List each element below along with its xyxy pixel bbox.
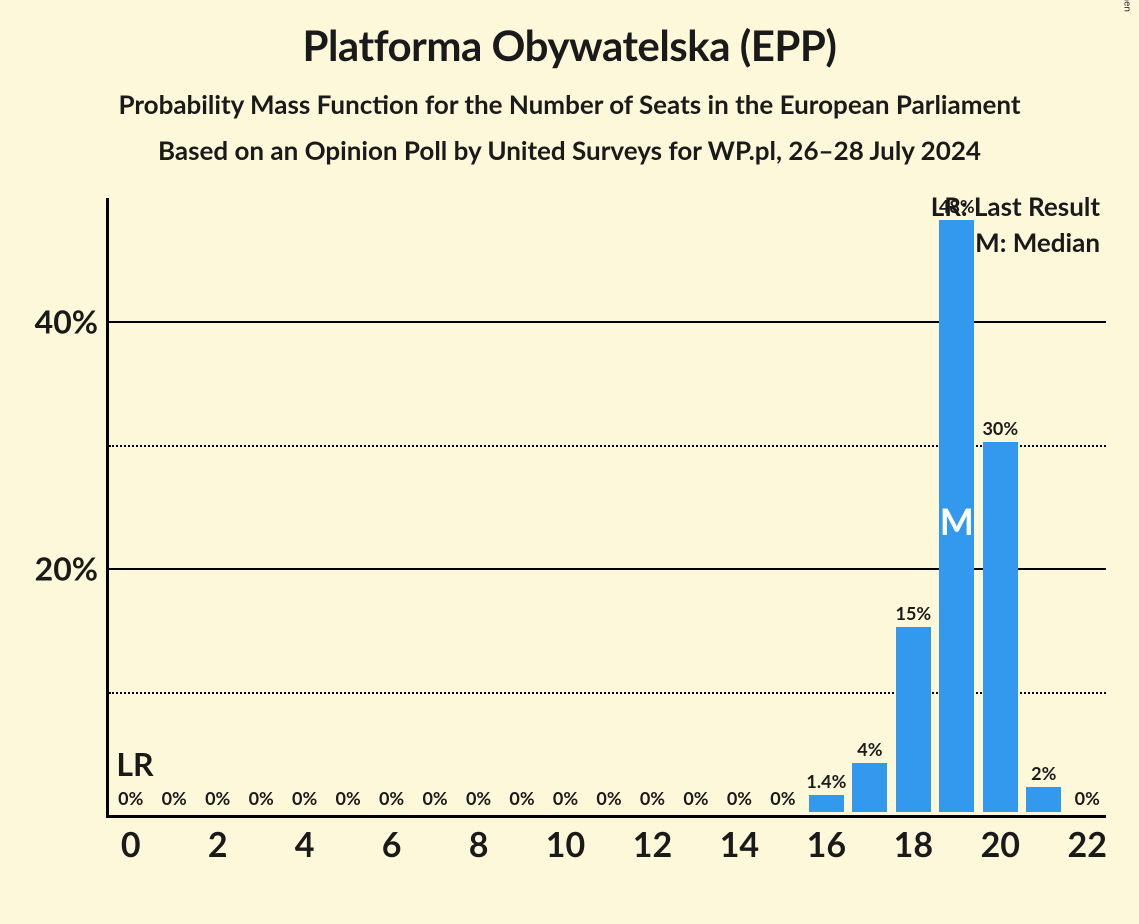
x-axis-label: 10 <box>546 824 585 865</box>
y-axis-label: 40% <box>35 302 98 341</box>
x-axis-label: 8 <box>469 824 489 865</box>
x-axis-label: 2 <box>208 824 228 865</box>
chart-title: Platforma Obywatelska (EPP) <box>0 0 1139 70</box>
bar-value-label: 0% <box>509 787 534 809</box>
bar <box>983 442 1018 812</box>
bar-value-label: 0% <box>770 787 795 809</box>
chart-area: 20%40%0%0%0%0%0%0%0%0%0%0%0%0%0%0%0%0%1.… <box>106 198 1106 818</box>
x-axis-label: 0 <box>121 824 141 865</box>
y-axis-label: 20% <box>35 549 98 588</box>
chart-subtitle-1: Probability Mass Function for the Number… <box>0 88 1139 120</box>
bar-value-label: 0% <box>118 787 143 809</box>
x-axis-label: 16 <box>807 824 846 865</box>
bar-value-label: 1.4% <box>806 770 846 792</box>
bar-value-label: 0% <box>683 787 708 809</box>
bar-value-label: 0% <box>162 787 187 809</box>
bar-value-label: 30% <box>982 417 1018 439</box>
legend-median: M: Median <box>975 226 1100 258</box>
bar <box>896 627 931 812</box>
x-axis-label: 22 <box>1068 824 1107 865</box>
plot-box: 20%40%0%0%0%0%0%0%0%0%0%0%0%0%0%0%0%0%1.… <box>106 198 1106 818</box>
bar-value-label: 0% <box>727 787 752 809</box>
bar-value-label: 0% <box>1075 787 1100 809</box>
x-axis-label: 18 <box>894 824 933 865</box>
x-axis-label: 6 <box>382 824 402 865</box>
bar-value-label: 2% <box>1031 762 1056 784</box>
bar-value-label: 0% <box>596 787 621 809</box>
bar <box>852 763 887 812</box>
bar-value-label: 0% <box>292 787 317 809</box>
x-axis-label: 4 <box>295 824 315 865</box>
chart-subtitle-2: Based on an Opinion Poll by United Surve… <box>0 134 1139 166</box>
x-axis-label: 20 <box>981 824 1020 865</box>
legend-last-result: LR: Last Result <box>931 190 1100 222</box>
bar-value-label: 0% <box>466 787 491 809</box>
bar-value-label: 0% <box>640 787 665 809</box>
bar-value-label: 0% <box>553 787 578 809</box>
bar-value-label: 0% <box>336 787 361 809</box>
x-axis-label: 12 <box>633 824 672 865</box>
bar-value-label: 0% <box>205 787 230 809</box>
bar-value-label: 0% <box>249 787 274 809</box>
bar-value-label: 0% <box>379 787 404 809</box>
bar-value-label: 15% <box>896 602 932 624</box>
copyright-text: © 2024 Filip van Laenen <box>1121 0 1133 12</box>
median-marker: M <box>940 499 974 543</box>
bar <box>1026 787 1061 812</box>
bar-value-label: 4% <box>857 738 882 760</box>
x-axis-label: 14 <box>720 824 759 865</box>
bar-value-label: 0% <box>422 787 447 809</box>
bar <box>809 795 844 812</box>
last-result-marker: LR <box>116 744 153 783</box>
